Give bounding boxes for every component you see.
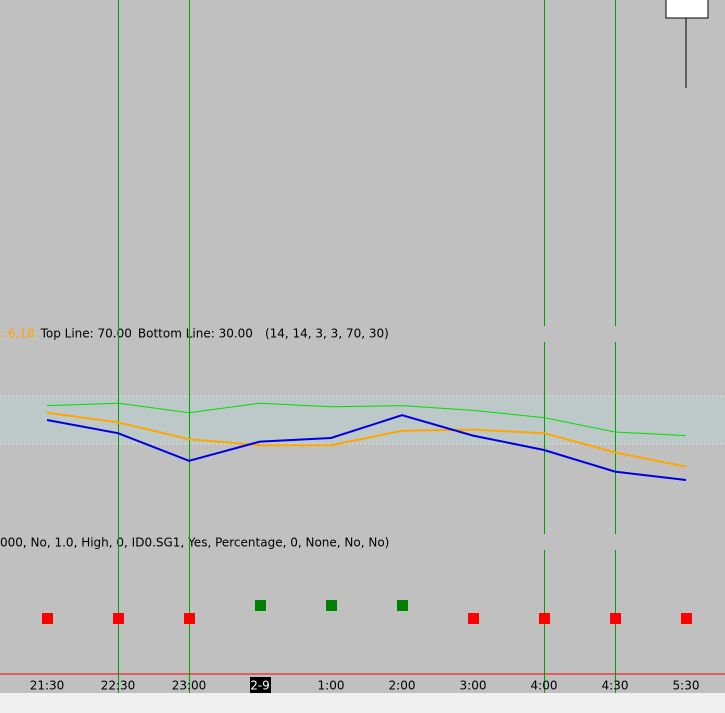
scrollbar (0, 693, 725, 713)
signal-marker (468, 613, 479, 624)
x-tick-label: 5:30 (673, 679, 700, 693)
indicator-value: : 6.18 (0, 327, 35, 341)
series-line (46, 402, 687, 437)
signal-marker (397, 600, 408, 611)
x-tick-label: 2:00 (389, 679, 416, 693)
indicator-header: : 6.18 Top Line: 70.00 Bottom Line: 30.0… (0, 327, 389, 341)
candle-body (665, 0, 709, 19)
signal-marker (184, 613, 195, 624)
signal-marker (610, 613, 621, 624)
x-tick-label: 22:30 (101, 679, 136, 693)
series-line (46, 411, 687, 468)
x-tick-label: 4:00 (531, 679, 558, 693)
bottom-line-label: Bottom Line: 30.00 (138, 327, 253, 341)
series-line (46, 414, 687, 481)
signal-marker (42, 613, 53, 624)
x-tick-label: 1:00 (318, 679, 345, 693)
signal-marker (326, 600, 337, 611)
x-tick-label: 2-9 (250, 679, 270, 693)
x-tick-label: 21:30 (30, 679, 65, 693)
x-tick-label: 4:30 (602, 679, 629, 693)
signal-marker (255, 600, 266, 611)
signal-marker (113, 613, 124, 624)
top-line-label: Top Line: 70.00 (40, 327, 132, 341)
signal-study-label: 000, No, 1.0, High, 0, ID0.SG1, Yes, Per… (0, 536, 389, 550)
signal-marker (539, 613, 550, 624)
signal-marker (681, 613, 692, 624)
x-tick-label: 3:00 (460, 679, 487, 693)
date-label-bg (250, 677, 271, 693)
indicator-params: (14, 14, 3, 3, 70, 30) (265, 327, 389, 341)
x-tick-label: 23:00 (172, 679, 207, 693)
